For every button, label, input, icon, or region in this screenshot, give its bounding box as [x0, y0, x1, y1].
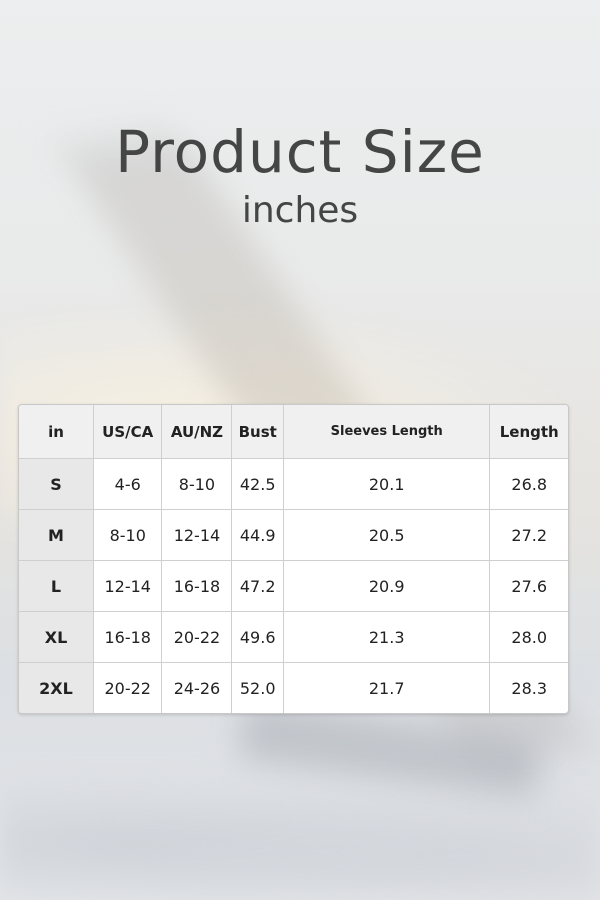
table-row: L 12-14 16-18 47.2 20.9 27.6 — [19, 561, 568, 612]
table-row: M 8-10 12-14 44.9 20.5 27.2 — [19, 510, 568, 561]
table-cell: 21.3 — [283, 612, 491, 663]
table-cell: 49.6 — [232, 612, 284, 663]
table-cell: 16-18 — [94, 612, 163, 663]
header-bust: Bust — [232, 405, 284, 459]
table-row: S 4-6 8-10 42.5 20.1 26.8 — [19, 459, 568, 510]
size-label: 2XL — [19, 663, 94, 713]
table-cell: 52.0 — [232, 663, 284, 713]
table-header-row: in US/CA AU/NZ Bust Sleeves Length Lengt… — [19, 405, 568, 459]
table-cell: 44.9 — [232, 510, 284, 561]
table-cell: 4-6 — [94, 459, 163, 510]
table-cell: 42.5 — [232, 459, 284, 510]
header-sleeves-length: Sleeves Length — [283, 405, 491, 459]
header-au-nz: AU/NZ — [162, 405, 233, 459]
header-length: Length — [490, 405, 568, 459]
table-cell: 26.8 — [490, 459, 568, 510]
table-cell: 27.2 — [490, 510, 568, 561]
table-cell: 8-10 — [94, 510, 163, 561]
size-label: XL — [19, 612, 94, 663]
table-cell: 12-14 — [162, 510, 233, 561]
table-cell: 21.7 — [284, 663, 491, 713]
table-row: 2XL 20-22 24-26 52.0 21.7 28.3 — [19, 663, 568, 713]
header-in: in — [19, 405, 94, 459]
table-cell: 28.3 — [511, 678, 548, 698]
table-cell: 20.5 — [283, 510, 491, 561]
size-label: L — [19, 561, 94, 612]
table-cell: 16-18 — [162, 561, 233, 612]
unit-subtitle: inches — [241, 190, 359, 231]
size-label: M — [19, 510, 94, 561]
table-cell: 27.6 — [490, 561, 568, 612]
size-chart-table: in US/CA AU/NZ Bust Sleeves Length Lengt… — [18, 404, 569, 714]
table-cell: 12-14 — [94, 561, 163, 612]
size-label: S — [19, 459, 94, 510]
table-cell: 20.9 — [283, 561, 491, 612]
table-row: XL 16-18 20-22 49.6 21.3 28.0 — [19, 612, 568, 663]
table-cell: 28.0 — [490, 612, 568, 663]
header-us-ca: US/CA — [94, 405, 163, 459]
table-cell: 47.2 — [232, 561, 284, 612]
table-cell: 20-22 — [94, 663, 163, 713]
page-title: Product Size — [115, 118, 485, 186]
table-cell: 8-10 — [162, 459, 233, 510]
table-cell: 20-22 — [162, 612, 233, 663]
table-cell: 24-26 — [162, 663, 233, 713]
table-cell: 20.1 — [283, 459, 491, 510]
